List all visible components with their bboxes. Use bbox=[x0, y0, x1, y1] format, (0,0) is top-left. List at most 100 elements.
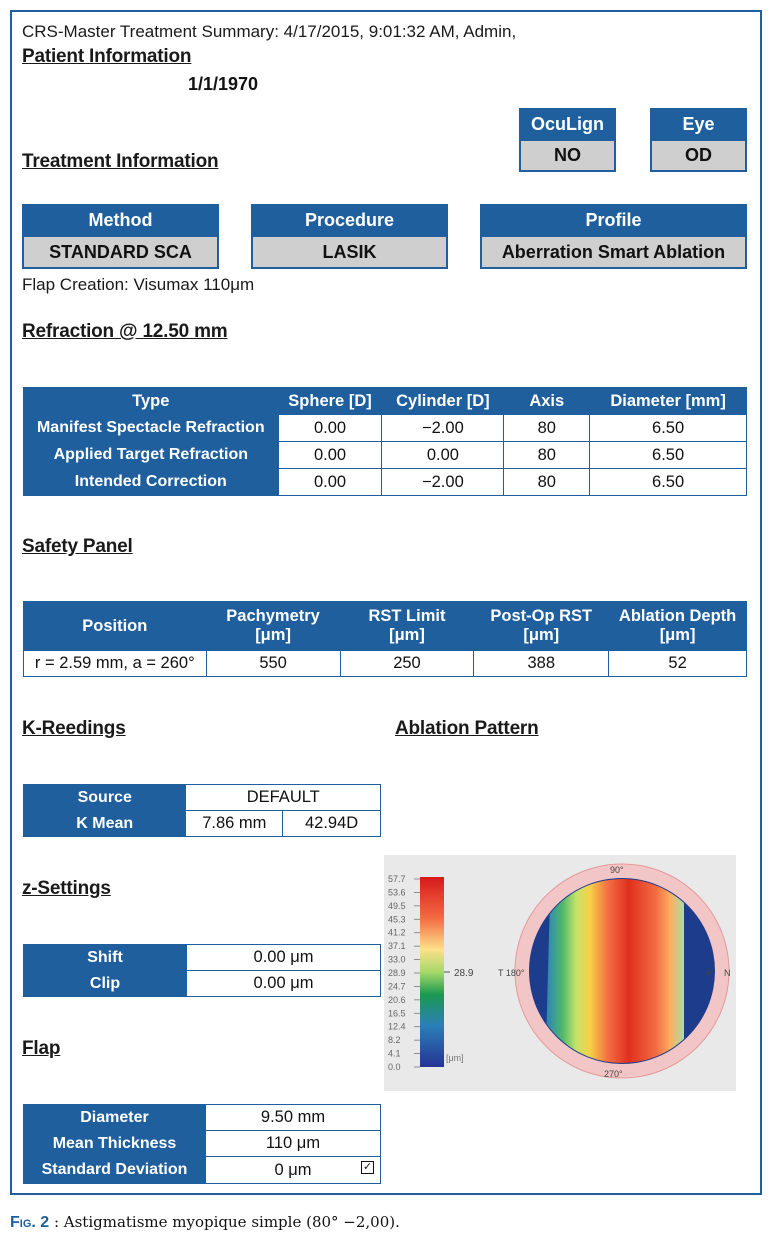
stddev-checkbox[interactable]: ✓ bbox=[361, 1161, 374, 1174]
scale-tick-label: 49.5 bbox=[388, 901, 406, 911]
ablation-pattern-map: 57.7 53.6 49.5 45.3 41.2 37.1 33.0 28.9 24.7 20.6… bbox=[384, 855, 736, 1091]
table-row: Diameter 9.50 mm bbox=[23, 1104, 381, 1131]
refraction-axis: 80 bbox=[503, 441, 591, 469]
refraction-diameter: 6.50 bbox=[589, 468, 747, 496]
table-row: K Mean 7.86 mm 42.94D bbox=[22, 810, 381, 837]
refraction-header-axis: Axis bbox=[503, 387, 591, 415]
angle-top: 90° bbox=[610, 865, 624, 875]
oculign-value: NO bbox=[519, 141, 616, 172]
procedure-label: Procedure bbox=[251, 204, 448, 237]
flap-thickness-value: 110 μm bbox=[205, 1130, 381, 1157]
safety-header-postop-rst: Post-Op RST [μm] bbox=[473, 601, 610, 651]
scale-tick-label: 20.6 bbox=[388, 995, 406, 1005]
z-shift-value: 0.00 μm bbox=[186, 944, 381, 971]
table-row: Standard Deviation 0 μm ✓ bbox=[23, 1156, 381, 1184]
scale-marker-label: 28.9 bbox=[454, 968, 474, 979]
figure-label: Fig. 2 bbox=[10, 1214, 50, 1231]
scale-tick-label: 24.7 bbox=[388, 981, 406, 991]
summary-line: CRS-Master Treatment Summary: 4/17/2015,… bbox=[22, 22, 517, 41]
table-row: Clip 0.00 μm bbox=[23, 970, 381, 997]
scale-unit: [μm] bbox=[446, 1053, 464, 1063]
angle-left: T 180° bbox=[498, 968, 525, 978]
procedure-value: LASIK bbox=[251, 237, 448, 269]
table-row: Source DEFAULT bbox=[22, 784, 381, 811]
flap-stddev-value: 0 μm bbox=[274, 1160, 312, 1179]
safety-header-position: Position bbox=[23, 601, 207, 651]
z-shift-label: Shift bbox=[23, 944, 187, 971]
safety-pachymetry: 550 bbox=[205, 650, 341, 677]
refraction-table: Type Sphere [D] Cylinder [D] Axis Diamet… bbox=[23, 387, 747, 496]
color-scale-bar bbox=[420, 877, 444, 1067]
table-row: Manifest Spectacle Refraction 0.00 −2.00… bbox=[23, 414, 747, 442]
treatment-info-title: Treatment Information bbox=[22, 151, 219, 172]
k-mean-diopter: 42.94D bbox=[282, 810, 381, 837]
flap-stddev-label: Standard Deviation bbox=[23, 1156, 206, 1184]
scale-tick-label: 53.6 bbox=[388, 887, 406, 897]
refraction-row-label: Applied Target Refraction bbox=[23, 441, 279, 469]
refraction-sphere: 0.00 bbox=[277, 441, 383, 469]
scale-tick-label: 8.2 bbox=[388, 1035, 401, 1045]
refraction-sphere: 0.00 bbox=[277, 414, 383, 442]
patient-dob: 1/1/1970 bbox=[188, 74, 259, 94]
safety-rst-limit: 250 bbox=[339, 650, 475, 677]
table-row: Applied Target Refraction 0.00 0.00 80 6… bbox=[23, 441, 747, 469]
ablation-zone bbox=[546, 879, 684, 1063]
profile-label: Profile bbox=[480, 204, 747, 237]
k-source-value: DEFAULT bbox=[185, 784, 381, 811]
flap-stddev-cell: 0 μm ✓ bbox=[205, 1156, 381, 1184]
eye-value: OD bbox=[650, 141, 747, 172]
refraction-header-cylinder: Cylinder [D] bbox=[381, 387, 505, 415]
ablation-map-svg: 57.7 53.6 49.5 45.3 41.2 37.1 33.0 28.9 24.7 20.6… bbox=[388, 863, 731, 1079]
scale-tick-label: 41.2 bbox=[388, 928, 406, 938]
refraction-cylinder: −2.00 bbox=[381, 414, 505, 442]
z-clip-value: 0.00 μm bbox=[186, 970, 381, 997]
refraction-cylinder: 0.00 bbox=[381, 441, 505, 469]
safety-ablation-depth: 52 bbox=[608, 650, 747, 677]
safety-panel-title: Safety Panel bbox=[22, 536, 133, 557]
scale-tick-label: 16.5 bbox=[388, 1008, 406, 1018]
refraction-axis: 80 bbox=[503, 468, 591, 496]
scale-tick-label: 4.1 bbox=[388, 1049, 401, 1059]
safety-header-ablation-depth: Ablation Depth [μm] bbox=[608, 601, 747, 651]
safety-header-pachymetry: Pachymetry [μm] bbox=[205, 601, 341, 651]
z-settings-title: z-Settings bbox=[22, 878, 111, 899]
scale-tick-label: 12.4 bbox=[388, 1022, 406, 1032]
scale-tick-label: 28.9 bbox=[388, 968, 406, 978]
patient-info-title: Patient Information bbox=[22, 46, 192, 67]
method-value: STANDARD SCA bbox=[22, 237, 219, 269]
refraction-cylinder: −2.00 bbox=[381, 468, 505, 496]
refraction-header-diameter: Diameter [mm] bbox=[589, 387, 747, 415]
figure-caption-text: : Astigmatisme myopique simple (80° −2,0… bbox=[49, 1213, 400, 1231]
z-clip-label: Clip bbox=[23, 970, 187, 997]
z-settings-table: Shift 0.00 μm Clip 0.00 μm bbox=[23, 944, 381, 997]
refraction-title: Refraction @ 12.50 mm bbox=[22, 321, 228, 342]
refraction-header-type: Type bbox=[23, 387, 279, 415]
flap-table: Diameter 9.50 mm Mean Thickness 110 μm S… bbox=[23, 1104, 381, 1184]
refraction-sphere: 0.00 bbox=[277, 468, 383, 496]
ablation-pattern-title: Ablation Pattern bbox=[395, 718, 539, 739]
scale-tick-label: 57.7 bbox=[388, 874, 406, 884]
angle-bottom: 270° bbox=[604, 1069, 623, 1079]
refraction-diameter: 6.50 bbox=[589, 414, 747, 442]
figure-caption: Fig. 2 : Astigmatisme myopique simple (8… bbox=[10, 1213, 400, 1232]
flap-diameter-label: Diameter bbox=[23, 1104, 206, 1131]
k-mean-mm: 7.86 mm bbox=[185, 810, 284, 837]
eye-label: Eye bbox=[650, 108, 747, 141]
table-row: r = 2.59 mm, a = 260° 550 250 388 52 bbox=[23, 650, 747, 677]
nasal-letter: N bbox=[724, 968, 731, 978]
profile-value: Aberration Smart Ablation bbox=[480, 237, 747, 269]
scale-tick-label: 45.3 bbox=[388, 914, 406, 924]
refraction-header-sphere: Sphere [D] bbox=[277, 387, 383, 415]
table-row: Intended Correction 0.00 −2.00 80 6.50 bbox=[23, 468, 747, 496]
method-label: Method bbox=[22, 204, 219, 237]
flap-thickness-label: Mean Thickness bbox=[23, 1130, 206, 1157]
refraction-diameter: 6.50 bbox=[589, 441, 747, 469]
flap-creation: Flap Creation: Visumax 110μm bbox=[22, 275, 255, 294]
oculign-label: OcuLign bbox=[519, 108, 616, 141]
k-mean-label: K Mean bbox=[22, 810, 187, 837]
refraction-row-label: Manifest Spectacle Refraction bbox=[23, 414, 279, 442]
scale-tick-label: 37.1 bbox=[388, 941, 406, 951]
refraction-row-label: Intended Correction bbox=[23, 468, 279, 496]
angle-right: 0° bbox=[706, 968, 715, 978]
flap-diameter-value: 9.50 mm bbox=[205, 1104, 381, 1131]
